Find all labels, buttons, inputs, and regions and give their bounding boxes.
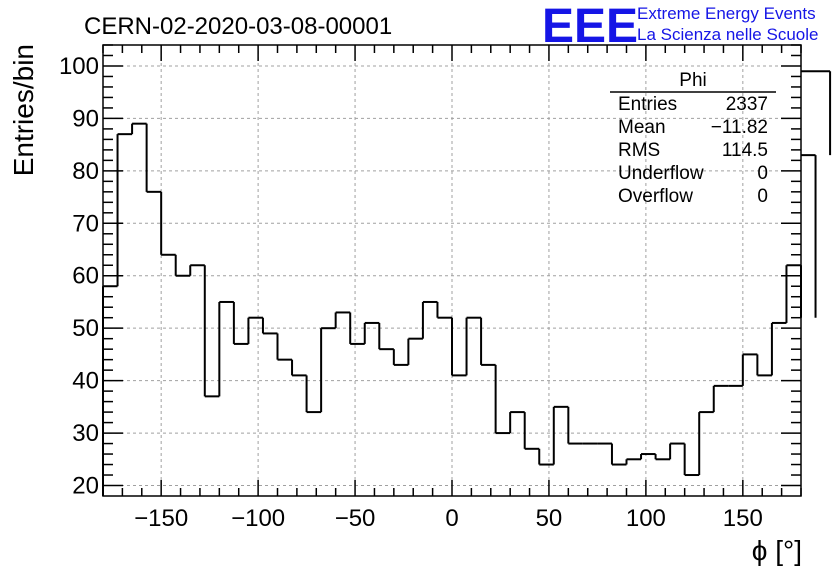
- x-tick-label: 150: [723, 505, 763, 532]
- stats-box: Phi Entries 2337 Mean −11.82 RMS 114.5 U…: [610, 70, 776, 207]
- y-tick-label: 90: [72, 105, 99, 132]
- y-tick-label: 40: [72, 368, 99, 395]
- stats-rms-value: 114.5: [722, 140, 768, 161]
- x-tick-label: −50: [335, 505, 376, 532]
- chart-title: CERN-02-2020-03-08-00001: [84, 13, 392, 40]
- stats-underflow-value: 0: [757, 163, 768, 184]
- stats-name: Phi: [679, 70, 706, 91]
- y-axis-label: Entries/bin: [8, 44, 39, 176]
- grid-lines: [103, 45, 801, 496]
- y-tick-label: 50: [72, 315, 99, 342]
- y-tick-label: 30: [72, 420, 99, 447]
- stats-underflow-label: Underflow: [618, 163, 704, 184]
- y-tick-label: 70: [72, 210, 99, 237]
- axis-tick-labels: −150 −100 −50 0 50 100 150 20 30 40 50 60 70 80 90 100: [59, 53, 763, 532]
- stats-mean-value: −11.82: [711, 117, 768, 138]
- stats-overflow-label: Overflow: [618, 186, 693, 207]
- stats-mean-label: Mean: [618, 117, 666, 138]
- x-tick-label: 100: [626, 505, 666, 532]
- stats-rms-label: RMS: [618, 140, 660, 161]
- x-tick-label: 50: [536, 505, 563, 532]
- eee-logo-mark: EEE: [542, 0, 638, 53]
- histogram-bins: [102, 70, 832, 496]
- x-tick-label: 0: [445, 505, 458, 532]
- stats-entries-label: Entries: [618, 94, 677, 115]
- x-tick-label: −150: [134, 505, 188, 532]
- y-tick-label: 80: [72, 158, 99, 185]
- y-tick-label: 100: [59, 53, 99, 80]
- x-axis-label: ϕ [°]: [752, 535, 802, 566]
- axis-ticks: [102, 44, 802, 496]
- logo-line-2: La Scienza nelle Scuole: [637, 25, 818, 44]
- logo-line-1: Extreme Energy Events: [637, 4, 816, 23]
- stats-overflow-value: 0: [757, 186, 768, 207]
- y-tick-label: 60: [72, 263, 99, 290]
- stats-entries-value: 2337: [726, 94, 768, 115]
- x-tick-label: −100: [231, 505, 285, 532]
- y-tick-label: 20: [72, 473, 99, 500]
